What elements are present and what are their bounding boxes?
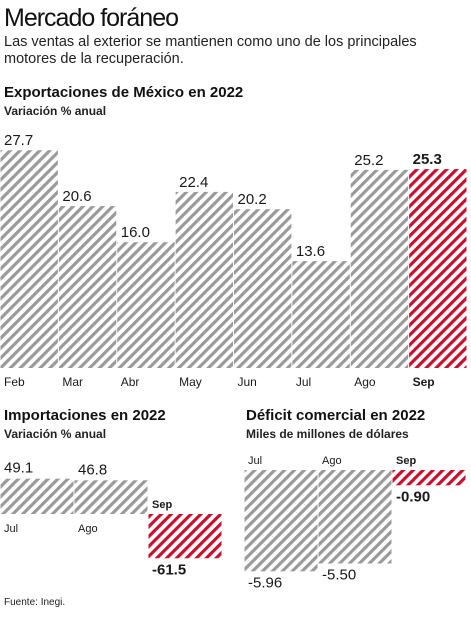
value-label-exports-abr: 16.0 [121,224,150,241]
value-label-exports-feb: 27.7 [4,132,33,149]
category-label-exports-feb: Feb [4,375,25,389]
bar-exports-sep [409,169,466,368]
value-label-imports-sep: -61.5 [152,561,186,578]
deficit-chart: -5.96 Jul -5.50 Ago -0.90 Sep [245,455,466,591]
value-label-imports-jul: 49.1 [4,460,33,477]
bar-deficit-jul [245,470,318,571]
value-label-exports-mar: 20.6 [62,188,91,205]
category-label-exports-may: May [179,375,202,389]
category-label-exports-abr: Abr [121,375,140,389]
value-label-deficit-ago: -5.50 [322,567,356,584]
category-label-imports-jul: Jul [4,523,18,535]
value-label-imports-ago: 46.8 [78,461,107,478]
value-label-exports-may: 22.4 [179,174,208,191]
imports-chart: 49.1 Jul 46.8 Ago -61.5 Sep [1,460,222,579]
category-label-deficit-sep: Sep [396,455,416,467]
category-label-imports-ago: Ago [78,523,98,535]
bar-deficit-ago [319,470,392,564]
category-label-exports-ago: Ago [354,375,376,389]
bar-imports-sep [149,514,222,558]
category-label-exports-jun: Jun [238,375,257,389]
source-note: Fuente: Inegi. [4,597,65,608]
category-label-exports-mar: Mar [62,375,83,389]
value-label-exports-jul: 13.6 [296,243,325,260]
value-label-deficit-jul: -5.96 [248,574,282,591]
exports-chart: 27.7 Feb 20.6 Mar 16.0 Abr 22.4 May 20.2 Jun 13.6 J… [1,132,467,389]
bar-imports-jul [1,479,74,514]
category-label-deficit-ago: Ago [322,455,342,467]
bar-exports-jun [234,209,291,368]
value-label-deficit-sep: -0.90 [396,488,430,505]
bar-deficit-sep [393,470,466,485]
value-label-exports-jun: 20.2 [238,191,267,208]
bar-exports-abr [117,242,174,368]
bar-exports-ago [351,170,408,368]
bar-imports-ago [75,480,148,514]
bar-exports-may [176,192,233,368]
value-label-exports-ago: 25.2 [354,152,383,169]
category-label-exports-jul: Jul [296,375,311,389]
bar-exports-jul [292,261,349,368]
category-label-deficit-jul: Jul [248,455,262,467]
bar-exports-mar [59,206,116,368]
bar-exports-feb [1,150,58,368]
value-label-exports-sep: 25.3 [413,151,442,168]
category-label-exports-sep: Sep [413,375,435,389]
category-label-imports-sep: Sep [152,499,172,511]
